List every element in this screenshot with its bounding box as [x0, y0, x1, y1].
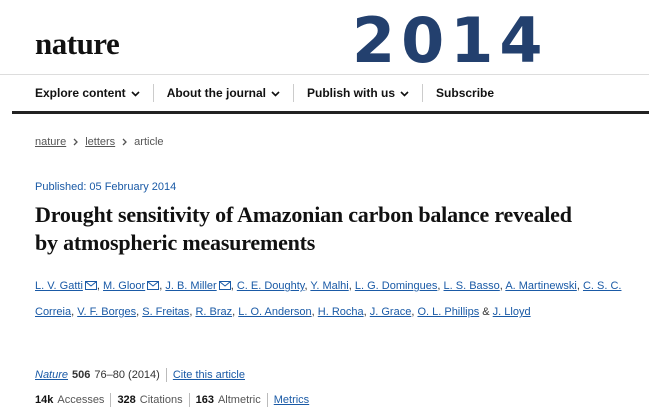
volume: 506 [72, 369, 91, 381]
author-link[interactable]: H. Rocha [317, 306, 364, 318]
separator: , [348, 280, 352, 292]
separator: , [232, 306, 236, 318]
chevron-icon [271, 90, 280, 97]
conjunction: & [482, 306, 490, 318]
logo[interactable]: nature [35, 26, 120, 61]
separator: , [437, 280, 441, 292]
separator: , [96, 280, 100, 292]
email-icon [218, 281, 231, 290]
nav-label[interactable]: Publish with us [307, 86, 396, 100]
nav-label[interactable]: Subscribe [436, 86, 495, 100]
separator: , [411, 306, 415, 318]
separator: , [230, 280, 234, 292]
author-link[interactable]: L. S. Basso [443, 280, 500, 292]
separator: , [499, 280, 503, 292]
author-link[interactable]: J. Grace [369, 306, 412, 318]
breadcrumb-item: article [134, 136, 164, 148]
separator: , [311, 306, 315, 318]
cite-link[interactable]: Cite this article [172, 369, 245, 381]
breadcrumb-item[interactable]: letters [85, 136, 116, 148]
nav-item[interactable]: Subscribe [422, 84, 507, 102]
nav-item[interactable]: Explore content [35, 84, 153, 102]
nav-item[interactable]: About the journal [152, 84, 293, 102]
author-list: L. V. Gatti, M. Gloor, J. B. Miller, C. … [35, 273, 635, 325]
author-link[interactable]: Y. Malhi [310, 280, 349, 292]
separator: , [363, 306, 367, 318]
author-link[interactable]: L. V. Gatti [35, 280, 83, 292]
author-link[interactable]: O. L. Phillips [417, 306, 480, 318]
metric-value: 14k [35, 394, 54, 406]
nav-bar: Explore content About the journal Publish … [35, 84, 507, 102]
separator: , [576, 280, 580, 292]
separator: , [159, 280, 163, 292]
separator: , [136, 306, 140, 318]
breadcrumb-item[interactable]: nature [35, 136, 67, 148]
author-link[interactable]: L. O. Anderson [238, 306, 312, 318]
metrics-link[interactable]: Metrics [273, 394, 310, 406]
separator: , [71, 306, 75, 318]
metric-label: Citations [139, 394, 183, 406]
article-title: Drought sensitivity of Amazonian carbon … [35, 202, 572, 255]
pages: 76–80 (2014) [94, 369, 160, 381]
journal-name[interactable]: Nature [35, 369, 69, 381]
metrics: 14k Accesses 328 Citations 163 Altmetric Metri… [35, 393, 309, 407]
nav-label[interactable]: Explore content [35, 86, 126, 100]
breadcrumb: nature letters article [35, 136, 164, 148]
author-link[interactable]: J. B. Miller [165, 280, 217, 292]
author-link[interactable]: S. Freitas [142, 306, 190, 318]
author-link[interactable]: V. F. Borges [77, 306, 137, 318]
published-date: Published: 05 February 2014 [35, 181, 177, 193]
author-link[interactable]: R. Braz [195, 306, 233, 318]
year-overlay: 2014 [352, 4, 549, 77]
email-icon [84, 281, 97, 290]
author-link[interactable]: L. G. Domingues [354, 280, 438, 292]
nav-label[interactable]: About the journal [166, 86, 267, 100]
email-icon [147, 281, 160, 290]
author-link[interactable]: M. Gloor [103, 280, 146, 292]
breadcrumb-arrow [122, 138, 128, 146]
divider [165, 368, 167, 382]
metric-value: 328 [117, 394, 136, 406]
divider [188, 393, 190, 407]
divider [266, 393, 268, 407]
chevron-icon [400, 90, 409, 97]
author-link[interactable]: A. Martinewski [505, 280, 577, 292]
author-link[interactable]: C. E. Doughty [236, 280, 305, 292]
chevron-icon [131, 90, 140, 97]
breadcrumb-arrow [73, 138, 79, 146]
author-link[interactable]: C. S. C. Correia [35, 280, 622, 318]
metric-label: Accesses [57, 394, 105, 406]
separator: , [304, 280, 308, 292]
citation: Nature 506 76–80 (2014) Cite this article [35, 368, 245, 382]
author-link[interactable]: J. Lloyd [492, 306, 531, 318]
divider [110, 393, 112, 407]
separator: , [189, 306, 193, 318]
metric-label: Altmetric [217, 394, 261, 406]
nav-item[interactable]: Publish with us [293, 84, 422, 102]
metric-value: 163 [195, 394, 214, 406]
divider [0, 74, 649, 75]
divider [12, 111, 649, 114]
